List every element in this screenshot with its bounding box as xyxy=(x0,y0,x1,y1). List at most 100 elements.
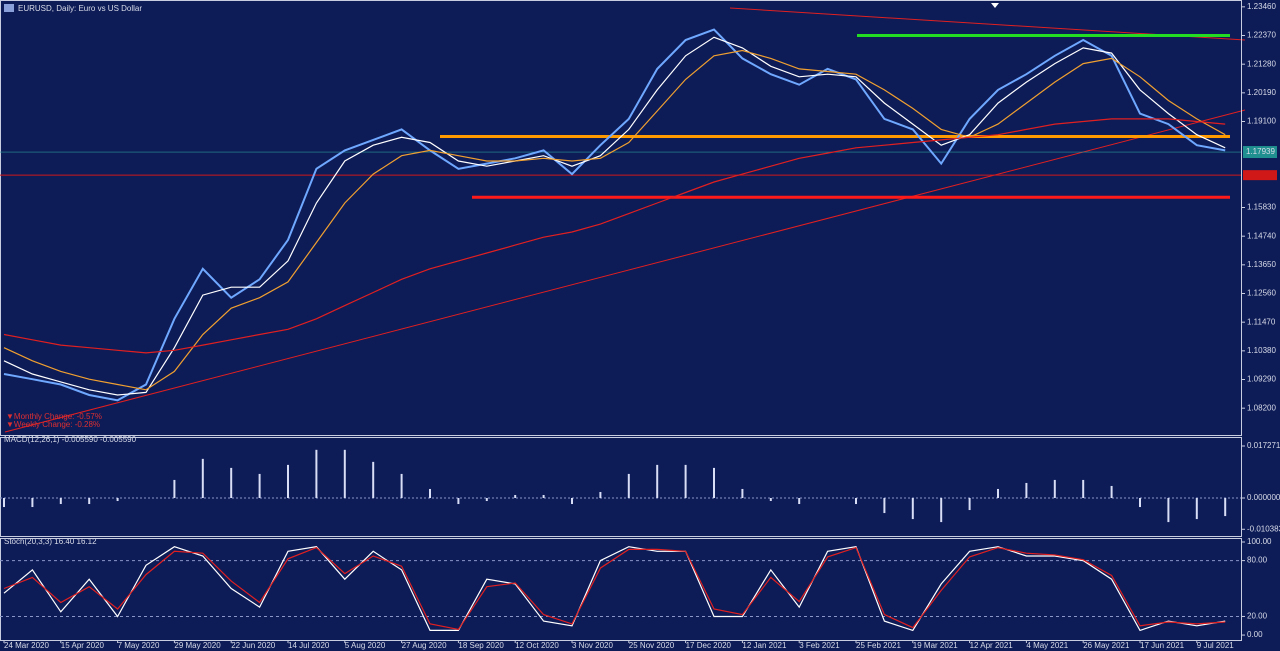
x-tick-label: 17 Dec 2020 xyxy=(686,641,732,650)
x-tick-label: 17 Jun 2021 xyxy=(1140,641,1185,650)
pane-frame xyxy=(0,0,1242,436)
x-tick-label: 22 Jun 2020 xyxy=(231,641,276,650)
bar xyxy=(429,488,431,499)
y-tick-label: 80.00 xyxy=(1247,556,1268,565)
bar xyxy=(599,491,602,499)
y-tick-label: 20.00 xyxy=(1247,612,1268,621)
bar xyxy=(1082,479,1085,499)
bar xyxy=(627,473,630,499)
y-tick-label: 1.15830 xyxy=(1247,203,1276,212)
y-tick-label: 100.00 xyxy=(1247,537,1272,546)
bar xyxy=(59,498,62,505)
series-line xyxy=(3,36,1226,396)
y-tick-label: 1.14740 xyxy=(1247,231,1276,240)
x-tick-label: 12 Apr 2021 xyxy=(970,641,1014,650)
y-tick-label: 1.10380 xyxy=(1247,346,1276,355)
y-tick-label: 1.21280 xyxy=(1247,59,1276,68)
x-tick-label: 15 Apr 2020 xyxy=(61,641,105,650)
x-tick-label: 25 Feb 2021 xyxy=(856,641,901,650)
bar xyxy=(855,498,857,505)
bar xyxy=(1195,498,1198,520)
bar xyxy=(173,479,176,499)
level-tag xyxy=(1243,170,1277,181)
price-tag-label: 1.17939 xyxy=(1246,147,1275,156)
bar xyxy=(31,498,34,508)
x-tick-label: 12 Oct 2020 xyxy=(515,641,559,650)
bar xyxy=(997,488,999,499)
bar xyxy=(1167,498,1170,523)
price-tag xyxy=(1243,146,1277,159)
bar xyxy=(116,498,119,502)
x-tick-label: 24 Mar 2020 xyxy=(4,641,49,650)
x-tick-label: 3 Nov 2020 xyxy=(572,641,613,650)
x-tick-label: 26 May 2021 xyxy=(1083,641,1130,650)
x-tick-label: 19 Mar 2021 xyxy=(913,641,958,650)
bar xyxy=(911,498,914,520)
bar xyxy=(457,498,460,505)
bar xyxy=(798,498,801,505)
y-tick-label: 0.000000 xyxy=(1247,493,1280,502)
series-line xyxy=(3,118,1226,354)
x-tick-label: 5 Aug 2020 xyxy=(345,641,386,650)
bar xyxy=(571,498,573,505)
bar xyxy=(1110,485,1113,499)
y-tick-label: 0.00 xyxy=(1247,630,1263,639)
y-tick-label: 1.11470 xyxy=(1247,317,1276,326)
chart-title: EURUSD, Daily: Euro vs US Dollar xyxy=(18,4,142,13)
bar xyxy=(1139,498,1141,508)
y-tick-label: 0.017271 xyxy=(1247,441,1280,450)
bar xyxy=(656,464,659,499)
series-line xyxy=(3,546,1226,632)
y-tick-label: 1.20190 xyxy=(1247,88,1276,97)
shift-marker xyxy=(991,3,999,8)
bar xyxy=(287,464,289,499)
x-tick-label: 12 Jan 2021 xyxy=(742,641,787,650)
bar xyxy=(1025,482,1028,499)
bar xyxy=(769,498,772,502)
trendline xyxy=(4,109,1246,433)
pane-frame xyxy=(0,437,1242,537)
bar xyxy=(1224,498,1227,517)
bar xyxy=(1053,479,1056,499)
y-tick-label: 1.12560 xyxy=(1247,289,1276,298)
x-tick-label: 18 Sep 2020 xyxy=(458,641,504,650)
bar xyxy=(940,498,943,523)
bar xyxy=(3,498,5,508)
series-line xyxy=(3,546,1226,631)
x-tick-label: 7 May 2020 xyxy=(118,641,160,650)
x-tick-label: 29 May 2020 xyxy=(174,641,221,650)
x-tick-label: 3 Feb 2021 xyxy=(799,641,840,650)
y-tick-label: 1.13650 xyxy=(1247,260,1276,269)
y-tick-label: 1.19100 xyxy=(1247,117,1276,126)
x-tick-label: 9 Jul 2021 xyxy=(1197,641,1234,650)
bar xyxy=(88,498,91,505)
bar xyxy=(372,461,375,499)
symbol-icon xyxy=(4,4,14,12)
bar xyxy=(258,473,261,499)
bar xyxy=(968,498,971,511)
bar xyxy=(684,464,687,499)
bar xyxy=(713,467,715,499)
bar xyxy=(485,498,488,502)
annotation: ▼Monthly Change: -0.57% xyxy=(6,412,102,421)
bar xyxy=(883,498,886,514)
x-tick-label: 25 Nov 2020 xyxy=(629,641,675,650)
bar xyxy=(741,488,744,499)
bar xyxy=(514,494,517,499)
bar xyxy=(230,467,233,499)
bar xyxy=(201,458,204,499)
bar xyxy=(343,449,346,499)
bar xyxy=(400,473,403,499)
bar xyxy=(542,494,545,499)
y-tick-label: 1.08200 xyxy=(1247,403,1276,412)
series-line xyxy=(3,49,1226,391)
y-tick-label: -0.010383 xyxy=(1247,524,1280,533)
annotation: ▼Weekly Change: -0.28% xyxy=(6,420,100,429)
y-tick-label: 1.23460 xyxy=(1247,2,1276,11)
y-tick-label: 1.22370 xyxy=(1247,31,1276,40)
indicator-title: MACD(12,26,1) -0.005590 -0.005590 xyxy=(4,435,137,444)
y-tick-label: 1.09290 xyxy=(1247,375,1276,384)
indicator-title: Stoch(20,3,3) 16.40 16.12 xyxy=(4,537,97,546)
